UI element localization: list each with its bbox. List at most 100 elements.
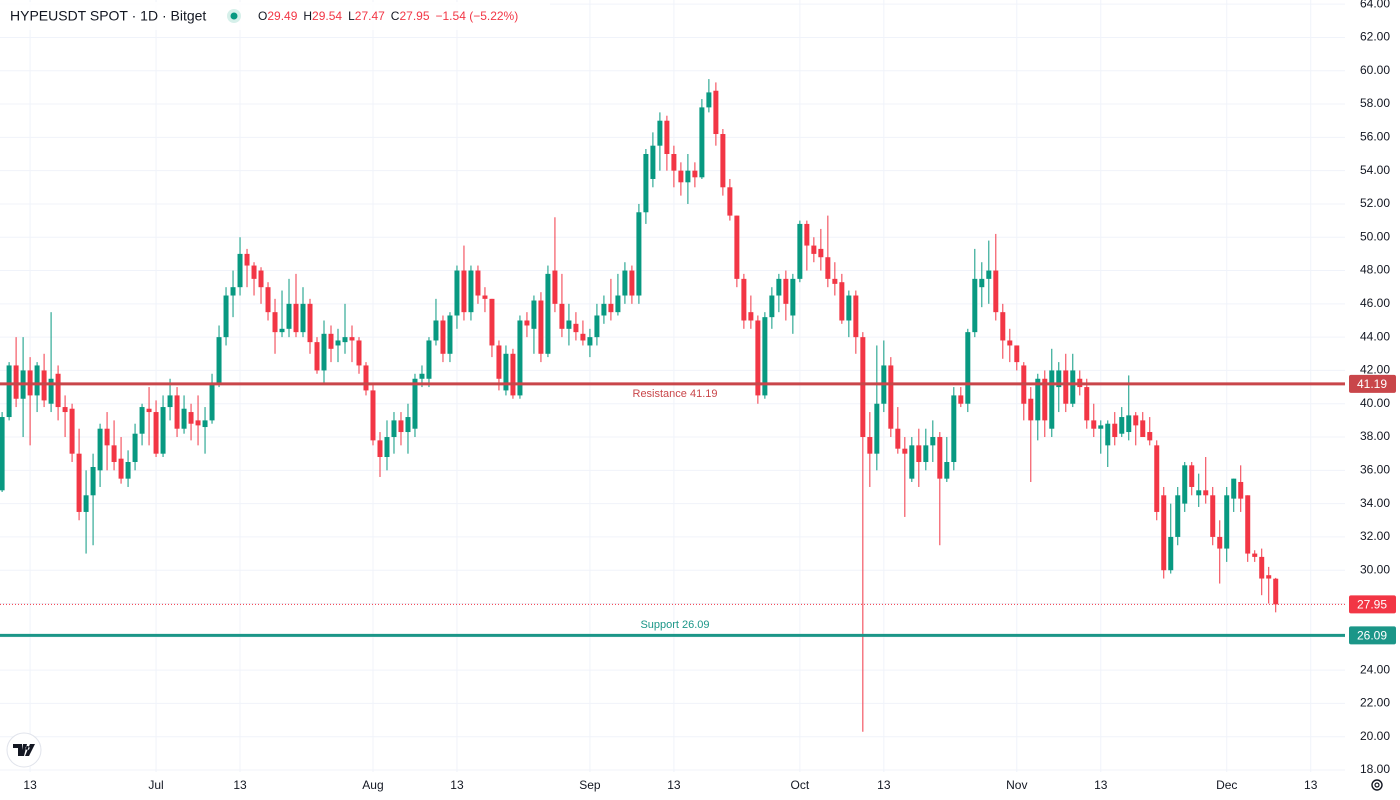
y-tick-label: 52.00 bbox=[1360, 196, 1390, 210]
candle-body bbox=[1105, 423, 1111, 446]
candle-body bbox=[867, 437, 873, 454]
y-tick-label: 18.00 bbox=[1360, 762, 1390, 776]
candle-body bbox=[426, 340, 432, 379]
y-tick-label: 58.00 bbox=[1360, 96, 1390, 110]
candle-body bbox=[706, 92, 712, 108]
candle-body bbox=[643, 154, 649, 213]
candle-body bbox=[83, 495, 89, 512]
ohlc-value: 29.49 bbox=[267, 9, 297, 23]
candle-body bbox=[783, 278, 789, 304]
candle-body bbox=[622, 270, 628, 296]
ohlc-value: 29.54 bbox=[312, 9, 342, 23]
candle-body bbox=[874, 403, 880, 454]
candle-body bbox=[1112, 423, 1118, 438]
price-tag-label: 27.95 bbox=[1357, 598, 1387, 612]
candle-body bbox=[608, 303, 614, 313]
price-tag bbox=[1349, 595, 1396, 614]
candle-body bbox=[825, 257, 831, 279]
candle-body bbox=[811, 245, 817, 254]
y-tick-label: 22.00 bbox=[1360, 696, 1390, 710]
candle-body bbox=[720, 134, 726, 188]
grid bbox=[0, 0, 1345, 772]
candle-body bbox=[419, 373, 425, 379]
candle-body bbox=[125, 462, 131, 479]
tv-logo bbox=[6, 732, 42, 768]
candle-body bbox=[272, 312, 278, 333]
candle-body bbox=[615, 295, 621, 313]
candle-body bbox=[930, 437, 936, 446]
candle-body bbox=[804, 223, 810, 246]
candle-body bbox=[356, 340, 362, 366]
candle-body bbox=[1210, 495, 1216, 537]
candle-body bbox=[1231, 478, 1237, 499]
candle-body bbox=[1035, 378, 1041, 421]
candle-body bbox=[503, 353, 509, 391]
candle-body bbox=[1070, 370, 1076, 404]
candle-body bbox=[636, 212, 642, 296]
candle-body bbox=[447, 315, 453, 354]
candle-body bbox=[832, 278, 838, 284]
candle-body bbox=[916, 445, 922, 463]
candle-body bbox=[685, 170, 691, 183]
candle-body bbox=[993, 270, 999, 313]
candle-body bbox=[97, 428, 103, 471]
candle-body bbox=[1049, 370, 1055, 429]
candle-body bbox=[328, 333, 334, 349]
y-tick-label: 54.00 bbox=[1360, 163, 1390, 177]
y-tick-label: 42.00 bbox=[1360, 363, 1390, 377]
candle-body bbox=[384, 437, 390, 458]
candle-body bbox=[48, 378, 54, 404]
candle-body bbox=[69, 408, 75, 454]
ohlc-label: L bbox=[348, 9, 355, 23]
x-tick-label: Jul bbox=[148, 778, 163, 792]
x-tick-label: 13 bbox=[667, 778, 681, 792]
candle-body bbox=[839, 282, 845, 321]
candle-body bbox=[1224, 495, 1230, 549]
candle-body bbox=[1238, 481, 1244, 499]
x-tick-label: Aug bbox=[362, 778, 383, 792]
x-tick-label: 13 bbox=[450, 778, 464, 792]
candle-body bbox=[34, 365, 40, 396]
x-tick-label: 13 bbox=[233, 778, 247, 792]
ohlc-values: O29.49 H29.54 L27.47 C27.95 −1.54 (−5.22%) bbox=[258, 9, 518, 23]
candle-body bbox=[146, 408, 152, 413]
candle-body bbox=[132, 433, 138, 463]
candle-body bbox=[664, 120, 670, 155]
y-tick-label: 32.00 bbox=[1360, 529, 1390, 543]
candle-body bbox=[1056, 370, 1062, 388]
y-tick-label: 48.00 bbox=[1360, 263, 1390, 277]
candle-body bbox=[769, 295, 775, 318]
candle-body bbox=[55, 373, 61, 408]
y-tick-label: 36.00 bbox=[1360, 462, 1390, 476]
candle-body bbox=[251, 265, 257, 279]
candle-body bbox=[230, 287, 236, 296]
x-tick-label: Nov bbox=[1006, 778, 1027, 792]
candle-body bbox=[797, 223, 803, 279]
y-tick-label: 20.00 bbox=[1360, 729, 1390, 743]
candle-body bbox=[860, 337, 866, 438]
candle-body bbox=[524, 320, 530, 326]
candle-body bbox=[748, 312, 754, 321]
candle-body bbox=[139, 407, 145, 434]
candle-body bbox=[335, 340, 341, 346]
candle-body bbox=[972, 278, 978, 333]
candle-body bbox=[650, 145, 656, 179]
settings-icon[interactable] bbox=[1371, 779, 1383, 791]
candle-body bbox=[258, 270, 264, 288]
candle-body bbox=[111, 445, 117, 463]
ohlc-label: O bbox=[258, 9, 267, 23]
price-tag-label: 41.19 bbox=[1357, 377, 1387, 391]
candle-body bbox=[1084, 387, 1090, 421]
y-tick-label: 62.00 bbox=[1360, 30, 1390, 44]
ohlc-label: C bbox=[391, 9, 400, 23]
y-tick-label: 46.00 bbox=[1360, 296, 1390, 310]
candle-body bbox=[90, 466, 96, 496]
candle-body bbox=[1203, 490, 1209, 496]
candle-body bbox=[923, 445, 929, 463]
candle-body bbox=[566, 320, 572, 329]
candle-body bbox=[216, 337, 222, 384]
x-tick-label: 13 bbox=[1304, 778, 1318, 792]
candle-body bbox=[657, 120, 663, 146]
candle-body bbox=[174, 395, 180, 429]
candle-body bbox=[1147, 432, 1153, 441]
